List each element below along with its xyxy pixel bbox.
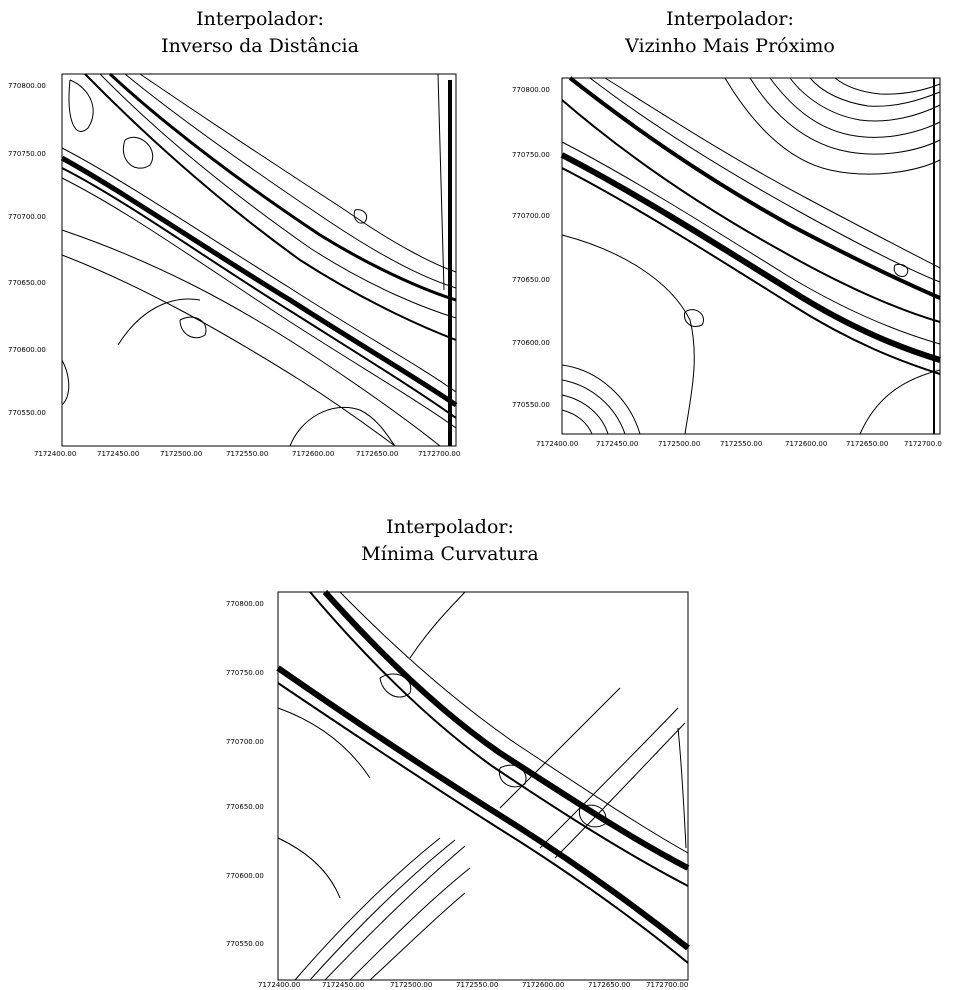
panel-minima-curvatura: Interpolador: Mínima Curvatura <box>200 508 720 989</box>
x-tick-label: 7172600.00 <box>292 450 334 458</box>
y-tick-label: 770800.00 <box>226 600 264 608</box>
y-tick-label: 770650.00 <box>8 279 46 287</box>
y-tick-label: 770700.00 <box>512 212 550 220</box>
contour-lines <box>60 72 458 447</box>
x-tick-label: 7172500.00 <box>658 440 700 448</box>
contour-lines <box>560 76 941 435</box>
y-tick-label: 770700.00 <box>226 738 264 746</box>
title-line-2: Mínima Curvatura <box>361 543 539 565</box>
x-tick-label: 7172550.00 <box>720 440 762 448</box>
y-axis-ticks: 770800.00 770750.00 770700.00 770650.00 … <box>226 600 264 948</box>
y-axis-ticks: 770800.00 770750.00 770700.00 770650.00 … <box>512 86 550 409</box>
x-tick-label: 7172400.00 <box>258 981 300 989</box>
contour-map-2: 770800.00 770750.00 770700.00 770650.00 … <box>512 76 942 448</box>
y-tick-label: 770600.00 <box>226 872 264 880</box>
contour-lines <box>276 590 690 981</box>
title-line-1: Interpolador: <box>196 8 324 30</box>
panel-vizinho-mais-proximo: Interpolador: Vizinho Mais Próximo <box>500 0 958 470</box>
x-tick-label: 7172650.00 <box>588 981 630 989</box>
x-axis-ticks: 7172400.00 7172450.00 7172500.00 7172550… <box>536 440 942 448</box>
x-tick-label: 7172500.00 <box>160 450 202 458</box>
x-tick-label: 7172450.00 <box>322 981 364 989</box>
title-line-2: Inverso da Distância <box>161 35 359 57</box>
y-tick-label: 770600.00 <box>512 339 550 347</box>
x-tick-label: 7172700.00 <box>418 450 460 458</box>
panel-title: Interpolador: Vizinho Mais Próximo <box>540 6 920 60</box>
x-tick-label: 7172550.00 <box>456 981 498 989</box>
y-tick-label: 770750.00 <box>226 669 264 677</box>
panel-inverso-distancia: Interpolador: Inverso da Distância <box>0 0 470 470</box>
x-tick-label: 7172650.00 <box>356 450 398 458</box>
panel-title: Interpolador: Inverso da Distância <box>60 6 460 60</box>
y-tick-label: 770700.00 <box>8 213 46 221</box>
plot-frame <box>277 591 689 981</box>
x-tick-label: 7172600.00 <box>522 981 564 989</box>
title-line-2: Vizinho Mais Próximo <box>625 35 835 57</box>
x-axis-ticks: 7172400.00 7172450.00 7172500.00 7172550… <box>34 450 460 458</box>
y-tick-label: 770800.00 <box>8 82 46 90</box>
x-tick-label: 7172400.00 <box>536 440 578 448</box>
x-tick-label: 7172550.00 <box>226 450 268 458</box>
y-tick-label: 770550.00 <box>226 940 264 948</box>
x-tick-label: 7172450.00 <box>596 440 638 448</box>
x-tick-label: 7172500.00 <box>390 981 432 989</box>
y-axis-ticks: 770800.00 770750.00 770700.00 770650.00 … <box>8 82 46 417</box>
x-tick-label: 7172700.0 <box>904 440 942 448</box>
x-tick-label: 7172600.00 <box>785 440 827 448</box>
x-tick-label: 7172650.00 <box>846 440 888 448</box>
y-tick-label: 770550.00 <box>8 409 46 417</box>
y-tick-label: 770800.00 <box>512 86 550 94</box>
y-tick-label: 770750.00 <box>8 150 46 158</box>
x-axis-ticks: 7172400.00 7172450.00 7172500.00 7172550… <box>258 981 688 989</box>
contour-map-3: 770800.00 770750.00 770700.00 770650.00 … <box>226 590 690 989</box>
title-line-1: Interpolador: <box>386 516 514 538</box>
x-tick-label: 7172450.00 <box>97 450 139 458</box>
plot-frame <box>61 73 457 447</box>
y-tick-label: 770650.00 <box>226 803 264 811</box>
title-line-1: Interpolador: <box>666 8 794 30</box>
x-tick-label: 7172400.00 <box>34 450 76 458</box>
contour-map-1: 770800.00 770750.00 770700.00 770650.00 … <box>8 72 460 458</box>
y-tick-label: 770600.00 <box>8 346 46 354</box>
plot-frame <box>561 77 941 435</box>
panel-title: Interpolador: Mínima Curvatura <box>260 514 640 568</box>
y-tick-label: 770550.00 <box>512 401 550 409</box>
x-tick-label: 7172700.00 <box>646 981 688 989</box>
y-tick-label: 770750.00 <box>512 151 550 159</box>
y-tick-label: 770650.00 <box>512 276 550 284</box>
